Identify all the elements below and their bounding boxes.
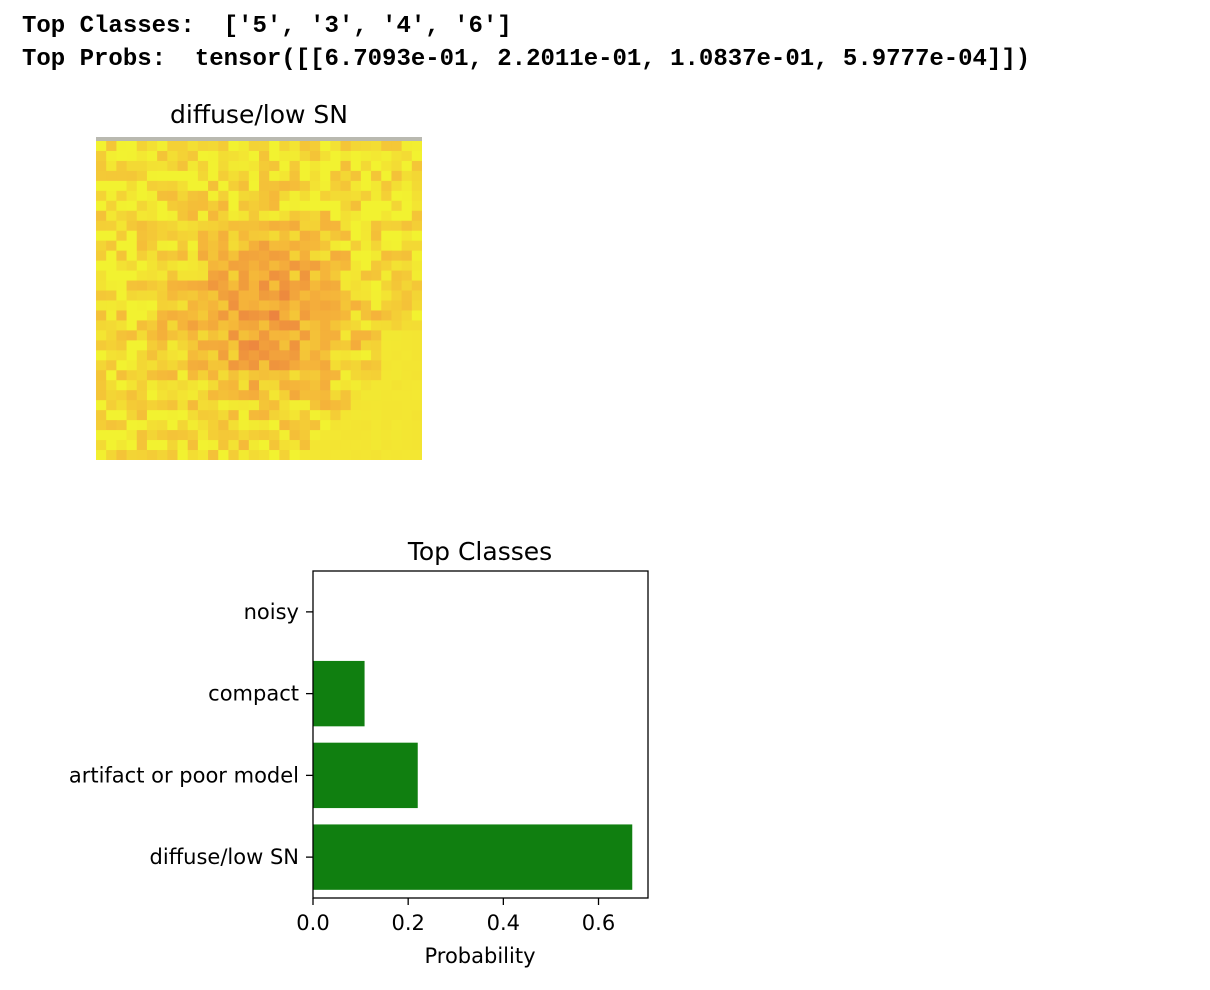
sample-heatmap-image — [96, 137, 422, 460]
y-axis-ticks: diffuse/low SN artifact or poor model comp… — [69, 600, 313, 869]
x-tick-label-2: 0.4 — [487, 911, 520, 935]
x-axis-label: Probability — [424, 944, 535, 968]
axes-frame — [312, 570, 649, 899]
image-title: diffuse/low SN — [170, 100, 348, 129]
x-axis-ticks: 0.0 0.2 0.4 0.6 — [296, 898, 615, 935]
bar-1 — [313, 742, 418, 809]
x-tick-label-3: 0.6 — [582, 911, 615, 935]
x-tick-label-0: 0.0 — [296, 911, 329, 935]
bar-0 — [313, 824, 633, 890]
y-tick-label-3: noisy — [244, 600, 299, 624]
top-classes-output: Top Classes: ['5', '3', '4', '6'] — [22, 13, 512, 40]
x-tick-label-1: 0.2 — [391, 911, 424, 935]
bars-layer — [313, 579, 633, 890]
y-tick-label-0: diffuse/low SN — [150, 845, 299, 869]
top-probs-output: Top Probs: tensor([[6.7093e-01, 2.2011e-… — [22, 46, 1031, 73]
bar-2 — [313, 660, 365, 727]
top-classes-bar-chart: Top Classes diffuse/low SN artifact or po… — [69, 537, 649, 968]
y-tick-label-2: compact — [208, 682, 299, 706]
chart-title: Top Classes — [407, 537, 552, 566]
y-tick-label-1: artifact or poor model — [69, 763, 299, 787]
